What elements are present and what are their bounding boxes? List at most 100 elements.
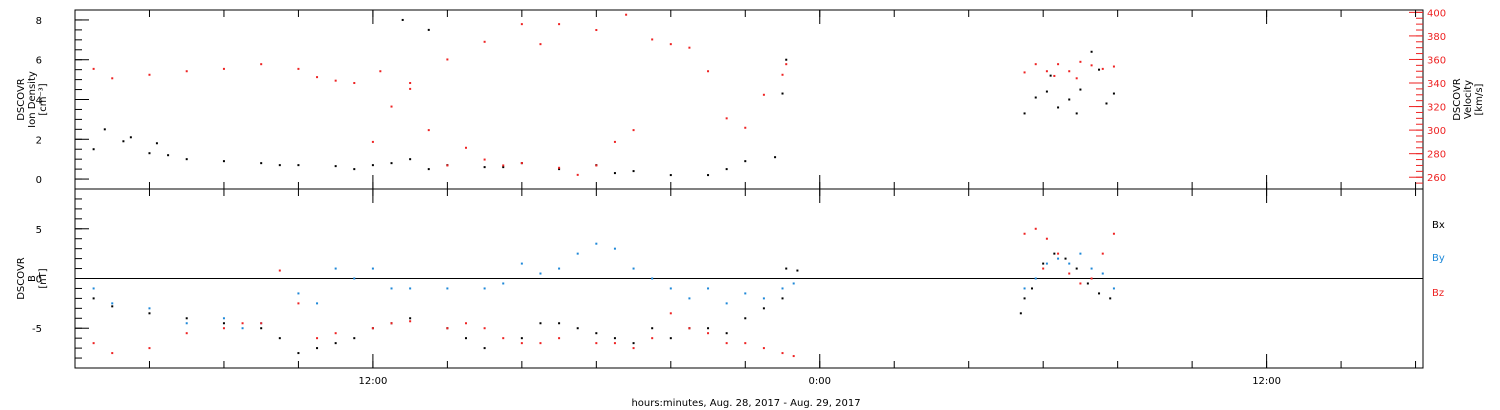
data-point [148,73,151,76]
data-point [260,63,263,66]
data-point [1034,63,1037,66]
data-point [427,168,430,171]
data-point [371,267,374,270]
data-point [576,327,579,330]
right-y-axis-label: [km/s] [1474,83,1485,115]
top-panel-frame [74,9,1424,190]
data-point [1045,90,1048,93]
data-point [613,140,616,143]
data-point [92,67,95,70]
data-point [483,347,486,350]
data-point [334,332,337,335]
data-point [92,342,95,345]
data-point [688,327,691,330]
data-point [632,347,635,350]
top-y-axis-label: Ion Density [27,71,38,128]
data-point [353,168,356,171]
data-point [148,152,151,155]
data-point [1057,257,1060,260]
data-point [316,302,319,305]
data-point [651,38,654,41]
data-point [781,92,784,95]
bottom-y-axis-label: [nT] [38,268,49,288]
right-y-tick-label: 280 [1427,150,1446,161]
data-point [185,317,188,320]
data-point [669,287,672,290]
data-point [316,76,319,79]
data-point [185,158,188,161]
bottom-series-by [92,242,1115,330]
data-point [222,160,225,163]
data-point [1023,112,1026,115]
right-y-tick-label: 360 [1427,55,1446,66]
data-point [103,128,106,131]
data-point [707,327,710,330]
data-point [502,164,505,167]
data-point [409,82,412,85]
data-point [148,347,151,350]
data-point [401,18,404,21]
data-point [92,287,95,290]
data-point [1090,64,1093,67]
data-point [725,332,728,335]
data-point [1031,287,1034,290]
data-point [1079,88,1082,91]
data-point [502,166,505,169]
data-point [409,287,412,290]
data-point [725,342,728,345]
data-point [1034,277,1037,280]
data-point [725,117,728,120]
x-tick-label: 12:00 [358,376,387,387]
data-point [260,322,263,325]
data-point [613,342,616,345]
data-point [792,355,795,358]
data-point [353,82,356,85]
bottom-y-axis-label: DSCOVR [16,257,27,300]
data-point [774,156,777,159]
top-y-axis-label: [cm⁻³] [38,83,49,115]
data-point [520,337,523,340]
data-point [539,322,542,325]
data-point [762,297,765,300]
data-point [1068,272,1071,275]
right-y-tick-label: 300 [1427,126,1446,137]
data-point [1034,96,1037,99]
data-point [558,322,561,325]
data-point [595,332,598,335]
data-point [1101,252,1104,255]
data-point [595,29,598,32]
data-point [446,58,449,61]
data-point [111,305,114,308]
data-point [1075,77,1078,80]
data-point [1075,112,1078,115]
data-point [185,322,188,325]
data-point [1112,92,1115,95]
right-y-tick-label: 400 [1427,8,1446,19]
top-y-tick-label: 6 [36,56,42,67]
data-point [1079,60,1082,63]
data-point [1109,297,1112,300]
x-axis-label: hours:minutes, Aug. 28, 2017 - Aug. 29, … [631,398,860,409]
data-point [464,337,467,340]
data-point [1057,106,1060,109]
data-point [502,282,505,285]
data-point [1090,277,1093,280]
data-point [278,269,281,272]
data-point [1090,50,1093,53]
data-point [92,148,95,151]
top-y-axis-label: DSCOVR [16,78,27,121]
bottom-y-tick-label: 5 [36,225,42,236]
data-point [613,247,616,250]
data-point [632,267,635,270]
data-point [353,277,356,280]
data-point [796,269,799,272]
data-point [651,327,654,330]
data-point [316,347,319,350]
data-point [669,43,672,46]
data-point [744,126,747,129]
top-series-ion-density [92,18,1115,177]
data-point [1105,102,1108,105]
data-point [707,174,710,177]
data-point [260,162,263,165]
data-point [781,352,784,355]
